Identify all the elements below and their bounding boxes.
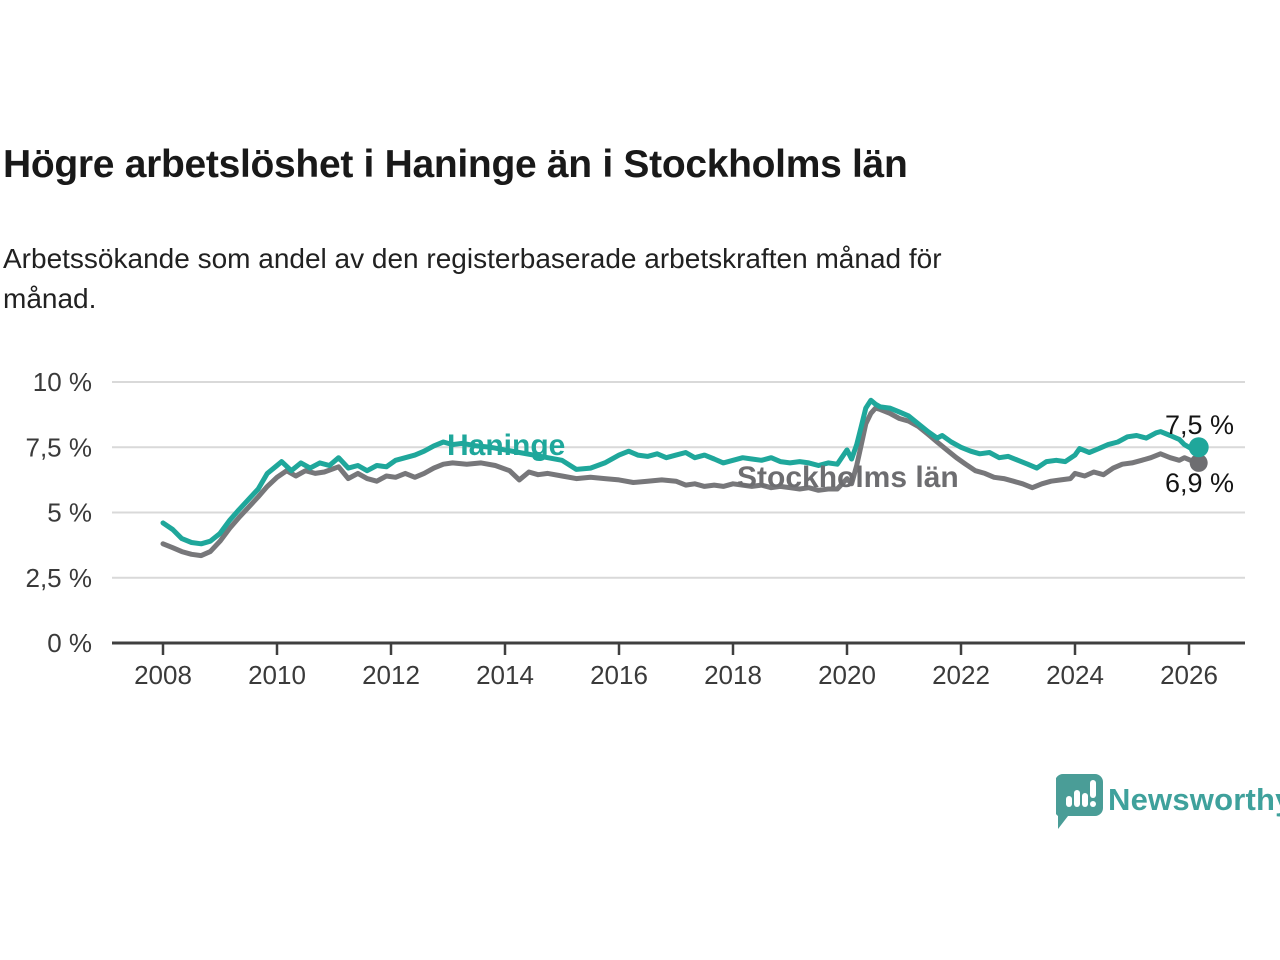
logo-exclamation-bar: [1090, 780, 1096, 798]
end-dot-haninge: [1188, 437, 1209, 458]
newsworthy-wordmark: Newsworthy: [1108, 782, 1280, 817]
x-tick-label: 2024: [1046, 660, 1104, 690]
y-tick-label: 0 %: [47, 628, 92, 658]
gridlines-layer: 10 % 7,5 % 5 % 2,5 % 0 %: [26, 367, 1245, 658]
newsworthy-branding-link[interactable]: Newsworthy: [1056, 772, 1280, 832]
series-line-stockholms-lan: [160, 405, 1202, 559]
logo-exclamation-dot: [1090, 801, 1096, 807]
x-tick-label: 2016: [590, 660, 648, 690]
x-tick-label: 2022: [932, 660, 990, 690]
series-label-stockholms-lan: Stockholms län: [737, 461, 959, 494]
newsworthy-logo-icon: [1056, 774, 1103, 829]
series-line-haninge: [160, 397, 1202, 547]
logo-bar-2: [1074, 790, 1080, 807]
chart-title: Högre arbetslöshet i Haninge än i Stockh…: [3, 143, 908, 186]
y-tick-label: 10 %: [33, 367, 92, 397]
logo-bar-3: [1082, 793, 1088, 807]
chart-subtitle: Arbetssökande som andel av den registerb…: [3, 239, 942, 319]
chart-subtitle-line-1: Arbetssökande som andel av den registerb…: [3, 243, 942, 274]
logo-bar-1: [1066, 796, 1072, 807]
x-tick-label: 2008: [134, 660, 192, 690]
x-tick-label: 2018: [704, 660, 762, 690]
end-value-label-stockholms-lan: 6,9 %: [1165, 468, 1235, 498]
y-tick-label: 7,5 %: [26, 432, 93, 462]
x-tick-label: 2020: [818, 660, 876, 690]
end-dot-stockholms-lan: [1189, 453, 1208, 472]
x-tick-label: 2012: [362, 660, 420, 690]
axis-layer: 2008 2010 2012 2014 2016 2018 2020 2022 2024 2026: [112, 641, 1245, 690]
y-tick-label: 2,5 %: [26, 563, 93, 593]
x-tick-label: 2010: [248, 660, 306, 690]
x-tick-label: 2014: [476, 660, 534, 690]
series-label-haninge: Haninge: [447, 429, 566, 462]
series-layer: [160, 397, 1209, 559]
chart-subtitle-line-2: månad.: [3, 283, 97, 314]
x-tick-label: 2026: [1160, 660, 1218, 690]
end-value-label-haninge: 7,5 %: [1165, 410, 1235, 440]
y-tick-label: 5 %: [47, 498, 92, 528]
